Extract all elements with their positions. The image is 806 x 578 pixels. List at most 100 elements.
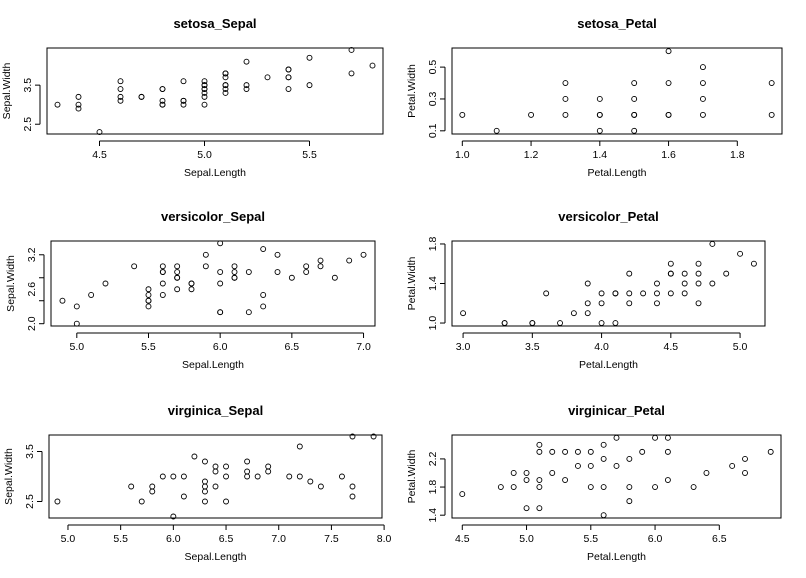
data-point xyxy=(349,493,356,500)
data-point xyxy=(459,111,466,118)
chart-title: virginica_Sepal xyxy=(168,403,263,418)
data-point xyxy=(654,300,660,307)
data-point xyxy=(523,477,530,483)
data-point xyxy=(174,269,181,275)
data-point xyxy=(703,470,710,476)
data-point xyxy=(274,269,281,275)
x-tick-label: 6.0 xyxy=(213,341,228,353)
data-point xyxy=(188,286,195,293)
x-tick-label: 8.0 xyxy=(377,533,392,545)
data-point xyxy=(231,274,238,281)
data-point xyxy=(523,470,530,476)
data-point xyxy=(244,458,251,465)
data-point xyxy=(654,290,660,297)
data-point xyxy=(145,303,152,310)
data-point xyxy=(244,468,251,475)
data-point xyxy=(626,498,633,505)
data-point xyxy=(460,310,467,317)
data-point xyxy=(667,270,674,277)
data-point xyxy=(201,93,208,100)
x-tick-label: 4.5 xyxy=(92,149,107,161)
data-point xyxy=(159,86,166,92)
data-point xyxy=(117,78,124,85)
data-point xyxy=(699,64,706,71)
data-point xyxy=(510,484,517,491)
y-tick-label: 2.5 xyxy=(24,494,36,509)
data-point xyxy=(159,473,166,480)
y-axis-title: Sepal.Width xyxy=(3,448,15,505)
data-point xyxy=(528,111,535,118)
data-point xyxy=(768,111,775,118)
data-point xyxy=(159,269,166,275)
x-tick-label: 5.0 xyxy=(70,341,85,353)
data-point xyxy=(180,473,187,480)
y-axis-title: Petal.Width xyxy=(406,450,418,504)
data-point xyxy=(562,477,569,483)
data-point xyxy=(709,280,716,287)
x-tick-label: 1.2 xyxy=(524,149,539,161)
x-tick-label: 5.5 xyxy=(141,341,156,353)
data-point xyxy=(501,320,508,326)
data-point xyxy=(510,470,517,476)
y-axis-title: Sepal.Width xyxy=(1,63,13,120)
data-point xyxy=(54,498,61,505)
y-tick-label: 3.2 xyxy=(26,247,38,262)
data-point xyxy=(265,468,272,475)
data-point xyxy=(729,462,736,469)
data-point xyxy=(681,290,688,297)
data-point xyxy=(317,257,324,264)
data-point xyxy=(174,263,181,270)
data-point xyxy=(596,111,603,118)
data-point xyxy=(681,270,688,277)
data-point xyxy=(303,269,310,275)
data-point xyxy=(626,455,633,462)
data-point xyxy=(596,127,603,134)
y-axis-title: Petal.Width xyxy=(406,257,418,311)
data-point xyxy=(212,483,219,490)
x-tick-label: 5.0 xyxy=(733,341,748,353)
data-point xyxy=(584,300,591,307)
y-axis-title: Sepal.Width xyxy=(5,255,17,312)
x-axis-title: Sepal.Length xyxy=(185,551,247,563)
plot-frame xyxy=(451,240,766,327)
y-tick-label: 1.8 xyxy=(427,480,439,495)
data-point xyxy=(317,483,324,490)
data-point xyxy=(493,127,500,134)
data-point xyxy=(681,280,688,287)
data-point xyxy=(652,434,659,441)
x-tick-label: 5.5 xyxy=(113,533,128,545)
scatter-panel-2: setosa_Petal 1.0 1.2 1.4 1.6 1.8 Petal.Length 0… xyxy=(406,16,783,179)
data-point xyxy=(202,498,208,505)
data-point xyxy=(138,93,145,100)
data-point xyxy=(459,491,466,498)
data-point xyxy=(695,270,702,277)
data-point xyxy=(557,320,563,326)
data-point xyxy=(170,513,177,520)
data-point xyxy=(117,93,124,100)
data-point xyxy=(767,448,774,455)
data-point xyxy=(613,462,620,469)
data-point xyxy=(562,80,569,86)
x-tick-label: 1.4 xyxy=(593,149,608,161)
data-point xyxy=(664,448,671,455)
data-point xyxy=(331,274,338,281)
data-point xyxy=(217,240,224,247)
data-point xyxy=(349,483,356,490)
data-point xyxy=(75,101,82,108)
chart-title: setosa_Sepal xyxy=(173,16,256,31)
data-point xyxy=(231,263,238,270)
data-point xyxy=(260,246,267,252)
data-point xyxy=(180,101,187,108)
x-tick-label: 3.0 xyxy=(456,341,471,353)
data-point xyxy=(699,96,706,102)
data-point xyxy=(159,101,166,108)
data-point xyxy=(639,448,646,455)
x-tick-label: 7.5 xyxy=(324,533,339,545)
data-point xyxy=(348,47,355,53)
data-point xyxy=(202,251,209,258)
x-tick-label: 5.5 xyxy=(302,149,317,161)
data-point xyxy=(288,274,295,281)
data-point xyxy=(174,286,181,293)
data-point xyxy=(188,280,195,287)
data-point xyxy=(217,269,224,275)
